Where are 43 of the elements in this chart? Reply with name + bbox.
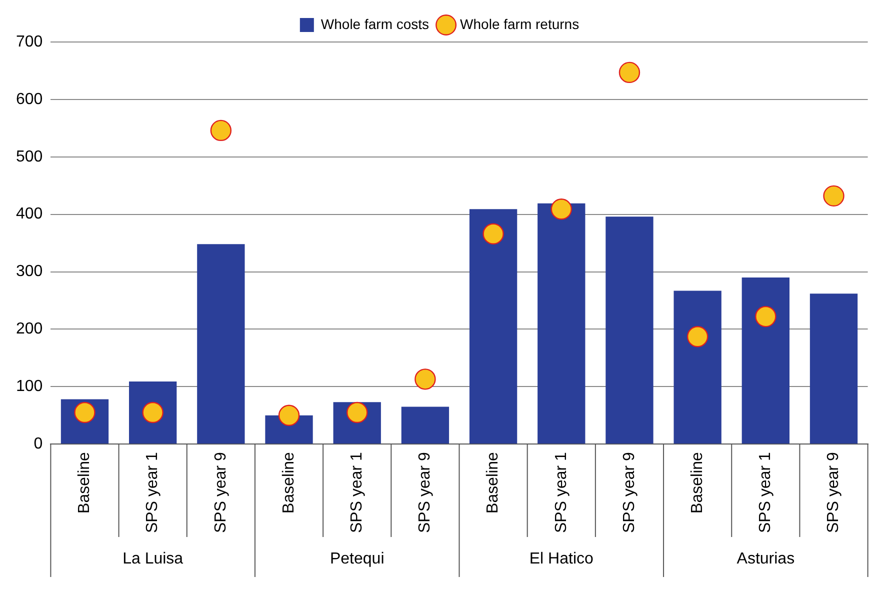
x-tick-label: SPS year 1 bbox=[757, 452, 774, 534]
x-tick-label: SPS year 9 bbox=[416, 452, 434, 534]
legend-label: Whole farm costs bbox=[320, 16, 430, 32]
text: Petequi bbox=[330, 550, 384, 568]
bar bbox=[606, 216, 654, 444]
point bbox=[482, 223, 504, 244]
y-tick-label: 700 bbox=[16, 33, 43, 50]
x-tick-label: SPS year 9 bbox=[212, 452, 230, 534]
x-tick-label: SPS year 1 bbox=[144, 452, 162, 534]
bar bbox=[742, 278, 790, 444]
y-tick-label: 500 bbox=[16, 148, 43, 166]
bar bbox=[401, 406, 450, 444]
bar bbox=[197, 244, 245, 444]
point bbox=[823, 185, 844, 207]
point bbox=[550, 198, 572, 220]
y-tick-label: 300 bbox=[16, 263, 43, 280]
point bbox=[755, 306, 776, 328]
text: El Hatico bbox=[529, 550, 594, 568]
x-tick-label: Baseline bbox=[484, 452, 502, 514]
y-tick-label: 600 bbox=[16, 90, 43, 108]
x-tick-label: Baseline bbox=[280, 452, 298, 514]
text: La Luisa bbox=[122, 550, 184, 568]
bar bbox=[674, 290, 722, 444]
y-tick-label: 100 bbox=[16, 378, 43, 396]
bar bbox=[810, 294, 858, 444]
point bbox=[686, 326, 708, 348]
bar bbox=[469, 209, 518, 444]
point bbox=[618, 62, 640, 84]
bar bbox=[538, 203, 586, 444]
text: Asturias bbox=[736, 550, 795, 568]
x-tick-label: SPS year 9 bbox=[620, 452, 638, 534]
x-tick-label: Baseline bbox=[688, 452, 706, 514]
point bbox=[210, 120, 232, 142]
y-tick-label: 200 bbox=[16, 320, 43, 338]
y-tick-label: 400 bbox=[16, 206, 43, 223]
x-tick-label: SPS year 1 bbox=[552, 452, 570, 534]
point bbox=[278, 404, 300, 426]
legend-label: Whole farm returns bbox=[460, 16, 580, 32]
x-tick-label: Baseline bbox=[76, 452, 94, 514]
x-tick-label: SPS year 9 bbox=[825, 452, 842, 534]
point bbox=[414, 368, 436, 390]
y-tick-label: 0 bbox=[34, 435, 43, 452]
x-tick-label: SPS year 1 bbox=[348, 452, 366, 534]
